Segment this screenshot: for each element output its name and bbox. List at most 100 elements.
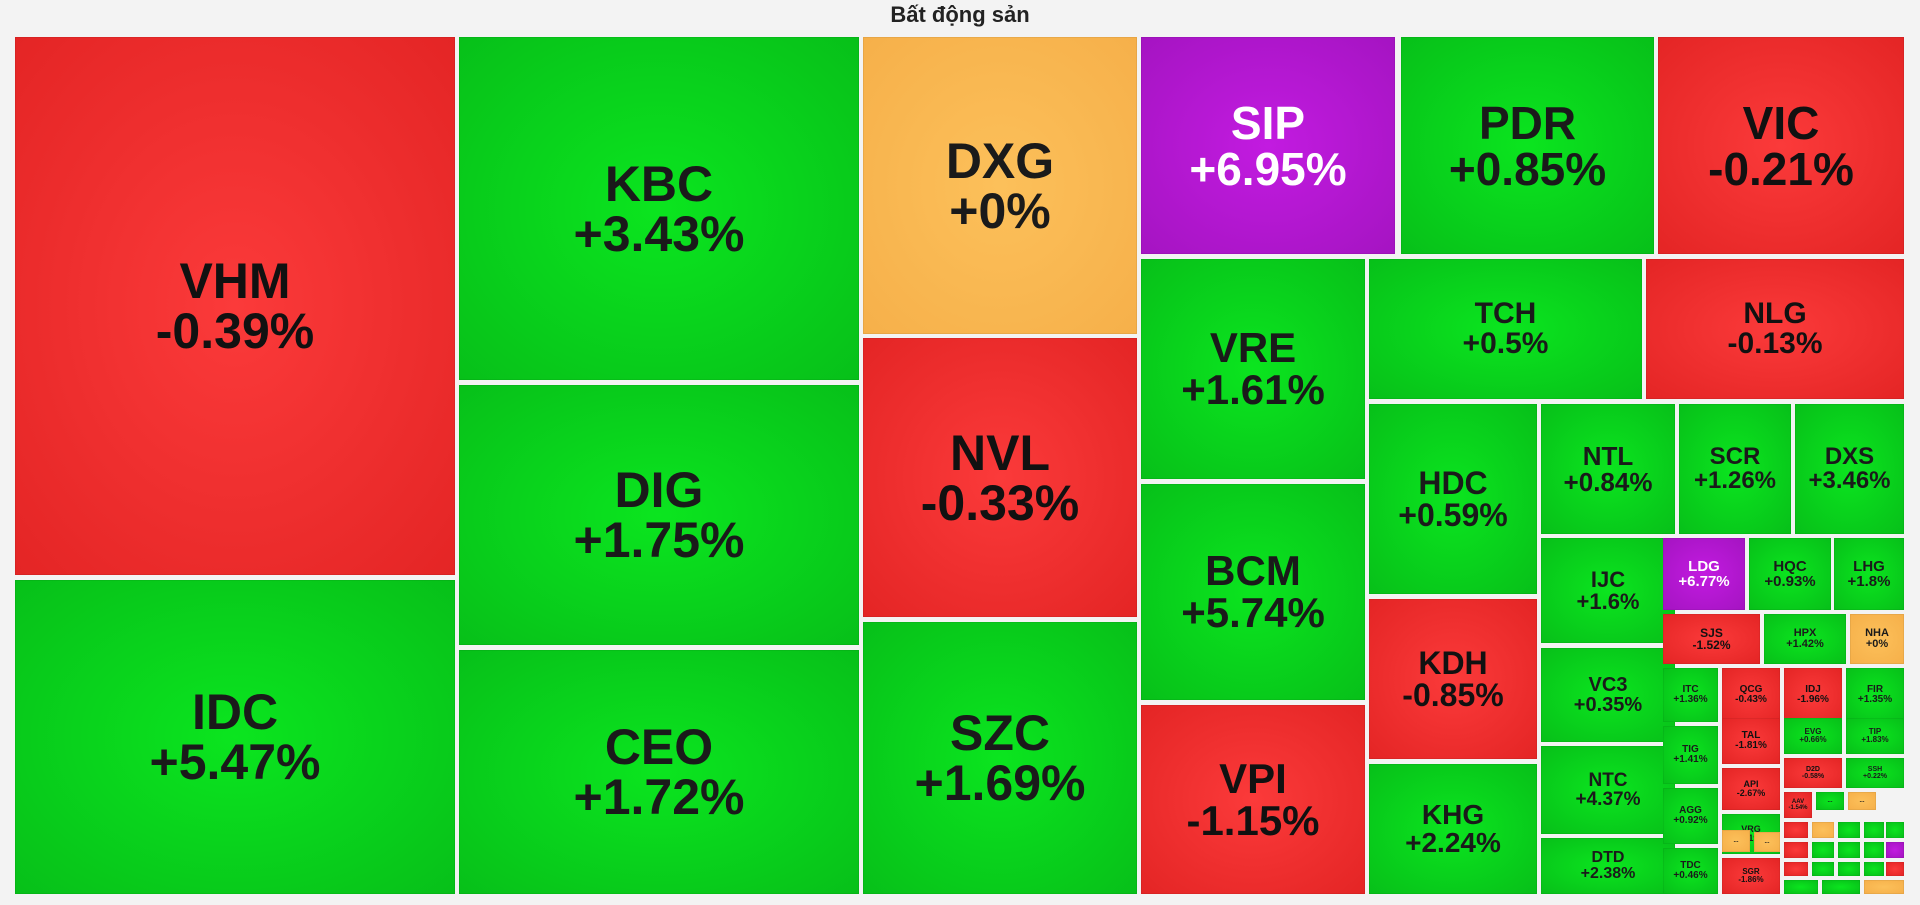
tile-symbol: ...	[1764, 839, 1770, 845]
tile-change: +0.5%	[1462, 327, 1549, 360]
treemap-tile-ntl[interactable]: NTL +0.84%	[1541, 404, 1675, 534]
treemap-tile-lhg[interactable]: LHG +1.8%	[1834, 538, 1904, 610]
tile-symbol: VPI	[1219, 754, 1287, 802]
treemap-tile-agg[interactable]: AGG +0.92%	[1663, 788, 1718, 844]
treemap-tile[interactable]	[1784, 880, 1818, 894]
treemap-tile-ceo[interactable]: CEO +1.72%	[459, 650, 859, 894]
treemap-tile[interactable]	[1812, 842, 1834, 858]
treemap-tile-sjs[interactable]: SJS -1.52%	[1663, 614, 1760, 664]
treemap-tile[interactable]	[1886, 842, 1904, 858]
treemap-tile[interactable]	[1784, 842, 1808, 858]
treemap-tile-vc3[interactable]: VC3 +0.35%	[1541, 648, 1675, 742]
tile-symbol: FIR	[1866, 684, 1884, 695]
treemap-tile-tal[interactable]: TAL -1.81%	[1722, 718, 1780, 764]
tile-change: +4.37%	[1575, 789, 1641, 810]
tile-symbol: TCH	[1474, 297, 1537, 330]
treemap-tile[interactable]	[1838, 822, 1860, 838]
treemap-tile-dig[interactable]: DIG +1.75%	[459, 385, 859, 645]
treemap-tile-pdr[interactable]: PDR +0.85%	[1401, 37, 1654, 254]
treemap-tile[interactable]	[1864, 880, 1904, 894]
tile-symbol: VIC	[1742, 96, 1820, 149]
treemap-tile-scr[interactable]: SCR +1.26%	[1679, 404, 1791, 534]
treemap-tile-hpx[interactable]: HPX +1.42%	[1764, 614, 1846, 664]
tile-change: +1.42%	[1786, 638, 1824, 650]
treemap-tile[interactable]: ...	[1722, 830, 1750, 852]
treemap-tile[interactable]: ...	[1816, 792, 1844, 810]
treemap-tile[interactable]	[1784, 862, 1808, 876]
treemap-tile-aav[interactable]: AAV -1.54%	[1784, 792, 1812, 818]
treemap-tile[interactable]	[1838, 842, 1860, 858]
treemap-tile-szc[interactable]: SZC +1.69%	[863, 622, 1137, 894]
treemap-tile-ijc[interactable]: IJC +1.6%	[1541, 538, 1675, 643]
treemap-tile[interactable]	[1886, 862, 1904, 876]
tile-change: +0.59%	[1398, 497, 1508, 533]
tile-symbol: SSH	[1867, 766, 1883, 773]
treemap-tile-d2d[interactable]: D2D -0.58%	[1784, 758, 1842, 788]
treemap-tile[interactable]	[1886, 822, 1904, 838]
treemap-tile-kdh[interactable]: KDH -0.85%	[1369, 599, 1537, 759]
tile-symbol: QCG	[1739, 684, 1763, 695]
treemap-tile-qcg[interactable]: QCG -0.43%	[1722, 668, 1780, 722]
treemap-tile-vhm[interactable]: VHM -0.39%	[15, 37, 455, 575]
treemap-tile[interactable]	[1784, 822, 1808, 838]
tile-change: -1.54%	[1788, 805, 1808, 811]
treemap-tile-nha[interactable]: NHA +0%	[1850, 614, 1904, 664]
tile-change: +2.24%	[1405, 827, 1501, 858]
tile-symbol: SIP	[1230, 96, 1306, 149]
treemap-tile[interactable]	[1812, 862, 1834, 876]
treemap-tile-vpi[interactable]: VPI -1.15%	[1141, 705, 1365, 894]
tile-change: +0%	[949, 182, 1051, 239]
treemap-tile-kbc[interactable]: KBC +3.43%	[459, 37, 859, 380]
tile-symbol: IDC	[191, 684, 279, 740]
treemap-tile-ntc[interactable]: NTC +4.37%	[1541, 746, 1675, 834]
treemap-tile-tig[interactable]: TIG +1.41%	[1663, 726, 1718, 784]
tile-change: -0.39%	[155, 303, 315, 359]
treemap-tile-tip[interactable]: TIP +1.83%	[1846, 718, 1904, 754]
treemap-tile-idc[interactable]: IDC +5.47%	[15, 580, 455, 894]
treemap-tile-evg[interactable]: EVG +0.66%	[1784, 718, 1842, 754]
tile-change: +0.92%	[1673, 815, 1708, 826]
tile-change: +1.69%	[914, 755, 1086, 811]
treemap-tile-vic[interactable]: VIC -0.21%	[1658, 37, 1904, 254]
tile-symbol: NLG	[1743, 297, 1807, 330]
treemap-tile-sgr[interactable]: SGR -1.86%	[1722, 858, 1780, 894]
treemap-tile[interactable]: ...	[1754, 832, 1780, 852]
tile-change: -1.81%	[1735, 740, 1767, 751]
treemap-tile-idj[interactable]: IDJ -1.96%	[1784, 668, 1842, 722]
treemap-tile-fir[interactable]: FIR +1.35%	[1846, 668, 1904, 722]
treemap-tile-nlg[interactable]: NLG -0.13%	[1646, 259, 1904, 399]
treemap-tile[interactable]	[1864, 862, 1884, 876]
treemap-tile-dxs[interactable]: DXS +3.46%	[1795, 404, 1904, 534]
tile-symbol: KBC	[604, 155, 714, 212]
tile-change: +0.46%	[1673, 870, 1708, 881]
treemap-tile-hqc[interactable]: HQC +0.93%	[1749, 538, 1831, 610]
treemap-tile[interactable]	[1812, 822, 1834, 838]
tile-symbol: HPX	[1793, 627, 1817, 639]
treemap-tile-ssh[interactable]: SSH +0.22%	[1846, 758, 1904, 788]
treemap-tile-dxg[interactable]: DXG +0%	[863, 37, 1137, 334]
treemap-tile[interactable]	[1822, 880, 1860, 894]
tile-symbol: VHM	[179, 253, 291, 309]
treemap-tile-tdc[interactable]: TDC +0.46%	[1663, 848, 1718, 894]
tile-symbol: LDG	[1688, 558, 1720, 575]
tile-symbol: IDJ	[1805, 684, 1821, 695]
treemap-tile-itc[interactable]: ITC +1.36%	[1663, 668, 1718, 722]
treemap-tile-dtd[interactable]: DTD +2.38%	[1541, 838, 1675, 894]
treemap-tile-vre[interactable]: VRE +1.61%	[1141, 259, 1365, 479]
treemap-tile-nvl[interactable]: NVL -0.33%	[863, 338, 1137, 617]
treemap-tile[interactable]	[1864, 842, 1884, 858]
tile-change: +3.43%	[573, 205, 745, 262]
treemap-tile-tch[interactable]: TCH +0.5%	[1369, 259, 1642, 399]
tile-change: -1.86%	[1738, 875, 1764, 884]
treemap-tile[interactable]	[1864, 822, 1884, 838]
treemap-tile-sip[interactable]: SIP +6.95%	[1141, 37, 1395, 254]
treemap-tile-api[interactable]: API -2.67%	[1722, 768, 1780, 810]
tile-change: +5.47%	[149, 734, 321, 790]
treemap-tile[interactable]: ...	[1848, 792, 1876, 810]
treemap-tile-khg[interactable]: KHG +2.24%	[1369, 764, 1537, 894]
tile-symbol: HDC	[1418, 465, 1488, 501]
treemap-tile[interactable]	[1838, 862, 1860, 876]
treemap-tile-hdc[interactable]: HDC +0.59%	[1369, 404, 1537, 594]
treemap-tile-bcm[interactable]: BCM +5.74%	[1141, 484, 1365, 700]
treemap-tile-ldg[interactable]: LDG +6.77%	[1663, 538, 1745, 610]
